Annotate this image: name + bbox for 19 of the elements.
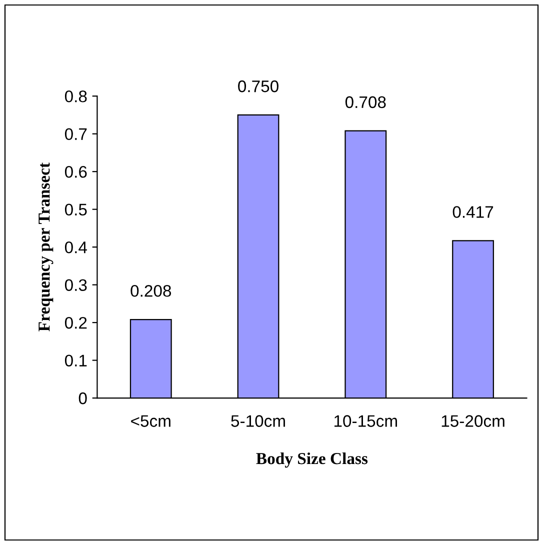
y-tick-label: 0.4 xyxy=(64,241,87,254)
data-label: 0.708 xyxy=(345,96,386,108)
x-tick-label: 15-20cm xyxy=(442,415,504,427)
x-axis-title: Body Size Class xyxy=(256,452,368,468)
y-tick-label: 0.2 xyxy=(64,316,87,329)
x-tick-label: 10-15cm xyxy=(334,415,397,427)
x-tick-label: <5cm xyxy=(131,415,170,427)
data-label: 0.208 xyxy=(130,284,172,297)
y-tick-label: 0.6 xyxy=(64,166,87,178)
data-label: 0.417 xyxy=(452,206,494,218)
y-tick-label: 0 xyxy=(78,392,87,404)
y-tick-label: 0.1 xyxy=(64,354,87,366)
data-label: 0.750 xyxy=(238,80,278,92)
x-tick-label: 5-10cm xyxy=(231,415,285,427)
y-tick-label: 0.3 xyxy=(64,279,87,292)
y-axis-title: Frequency per Transect xyxy=(38,162,54,332)
y-tick-label: 0.5 xyxy=(64,204,87,216)
y-tick-label: 0.7 xyxy=(64,128,87,140)
y-tick-label: 0.8 xyxy=(64,90,87,102)
